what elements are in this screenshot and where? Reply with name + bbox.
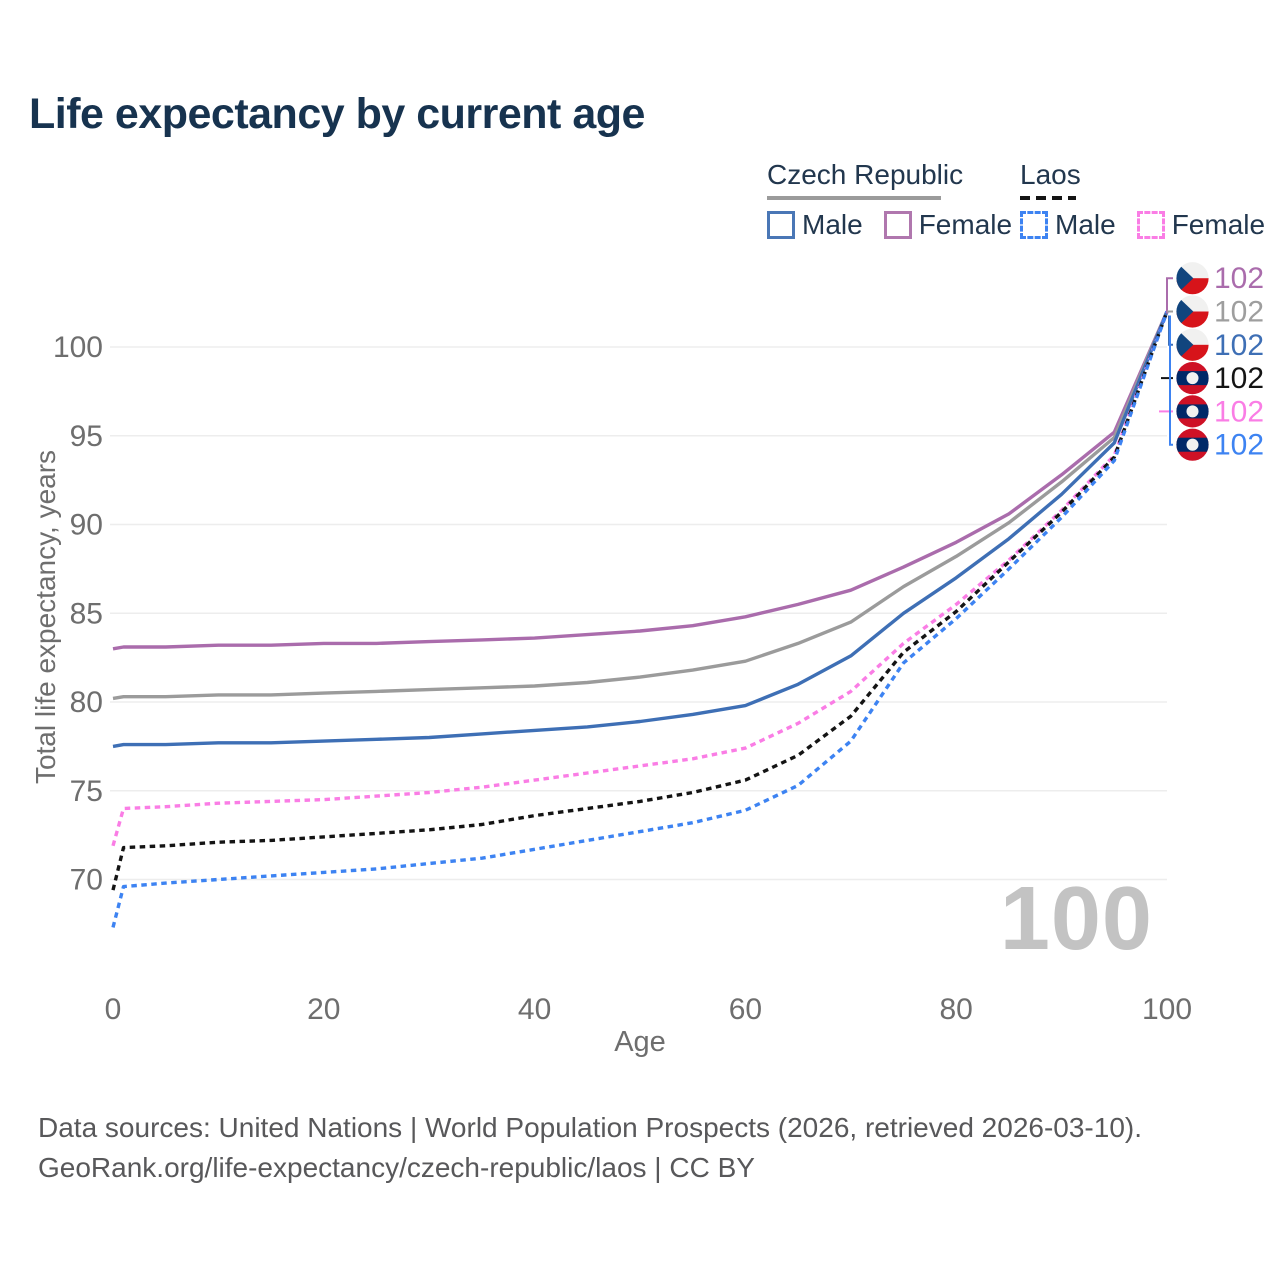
end-value-label: 102 [1214, 429, 1264, 462]
legend-label-czech-male[interactable]: Male [802, 208, 863, 240]
series-line-czech-republic-female [112, 310, 1169, 651]
czech-flag-icon [1176, 262, 1209, 295]
czech-flag-icon [1176, 295, 1209, 328]
legend-title-laos[interactable]: Laos [1020, 159, 1081, 190]
end-label-connector [1166, 277, 1173, 314]
x-axis-title: Age [614, 1026, 666, 1058]
laos-flag-icon [1176, 428, 1209, 461]
footer-data-sources: Data sources: United Nations | World Pop… [38, 1112, 1143, 1143]
legend-line-sample-czech [767, 195, 941, 200]
x-tick-label: 80 [940, 993, 973, 1026]
footer: Data sources: United Nations | World Pop… [38, 1108, 1142, 1188]
age-counter-watermark: 100 [999, 869, 1153, 969]
legend-group-laos: Laos Male Female [1020, 159, 1280, 241]
footer-attribution: GeoRank.org/life-expectancy/czech-republ… [38, 1152, 755, 1184]
end-value-label: 102 [1214, 296, 1264, 329]
end-value-label: 102 [1214, 362, 1264, 395]
legend-group-czech-republic: Czech Republic Male Female [767, 159, 1033, 241]
czech-flag-icon [1176, 328, 1209, 361]
end-value-label: 102 [1214, 262, 1264, 295]
series-line-laos-both [111, 310, 1169, 891]
x-tick-label: 60 [729, 993, 762, 1026]
y-tick-label: 70 [70, 864, 103, 897]
x-tick-label: 100 [1142, 993, 1192, 1026]
y-tick-label: 80 [70, 686, 103, 719]
series-line-laos-female [111, 310, 1169, 847]
series-line-laos-male [111, 310, 1169, 928]
x-tick-label: 20 [307, 993, 340, 1026]
legend-label-czech-female[interactable]: Female [918, 208, 1013, 240]
legend-swatch-czech-male[interactable] [767, 210, 795, 239]
x-tick-label: 0 [105, 993, 122, 1026]
series-line-czech-republic-male [112, 310, 1169, 749]
end-label-connector [1169, 315, 1173, 446]
legend-swatch-laos-male[interactable] [1020, 210, 1048, 239]
y-tick-label: 75 [70, 775, 103, 808]
y-tick-label: 100 [53, 331, 103, 364]
legend-swatch-czech-female[interactable] [883, 210, 912, 239]
legend-title-czech-republic[interactable]: Czech Republic [767, 159, 964, 190]
x-tick-label: 40 [518, 993, 551, 1026]
legend-label-laos-male[interactable]: Male [1055, 208, 1116, 240]
legend-swatch-laos-female[interactable] [1136, 210, 1165, 239]
legend-line-sample-laos [1020, 195, 1076, 200]
end-value-label: 102 [1214, 329, 1264, 362]
y-tick-label: 90 [70, 509, 103, 542]
laos-flag-icon [1176, 395, 1209, 428]
legend-label-laos-female[interactable]: Female [1171, 208, 1266, 240]
y-tick-label: 95 [70, 420, 103, 453]
series-line-czech-republic-both [112, 310, 1169, 701]
page-title: Life expectancy by current age [29, 90, 645, 138]
end-value-label: 102 [1214, 395, 1264, 428]
laos-flag-icon [1176, 362, 1209, 395]
y-tick-label: 85 [70, 597, 103, 630]
